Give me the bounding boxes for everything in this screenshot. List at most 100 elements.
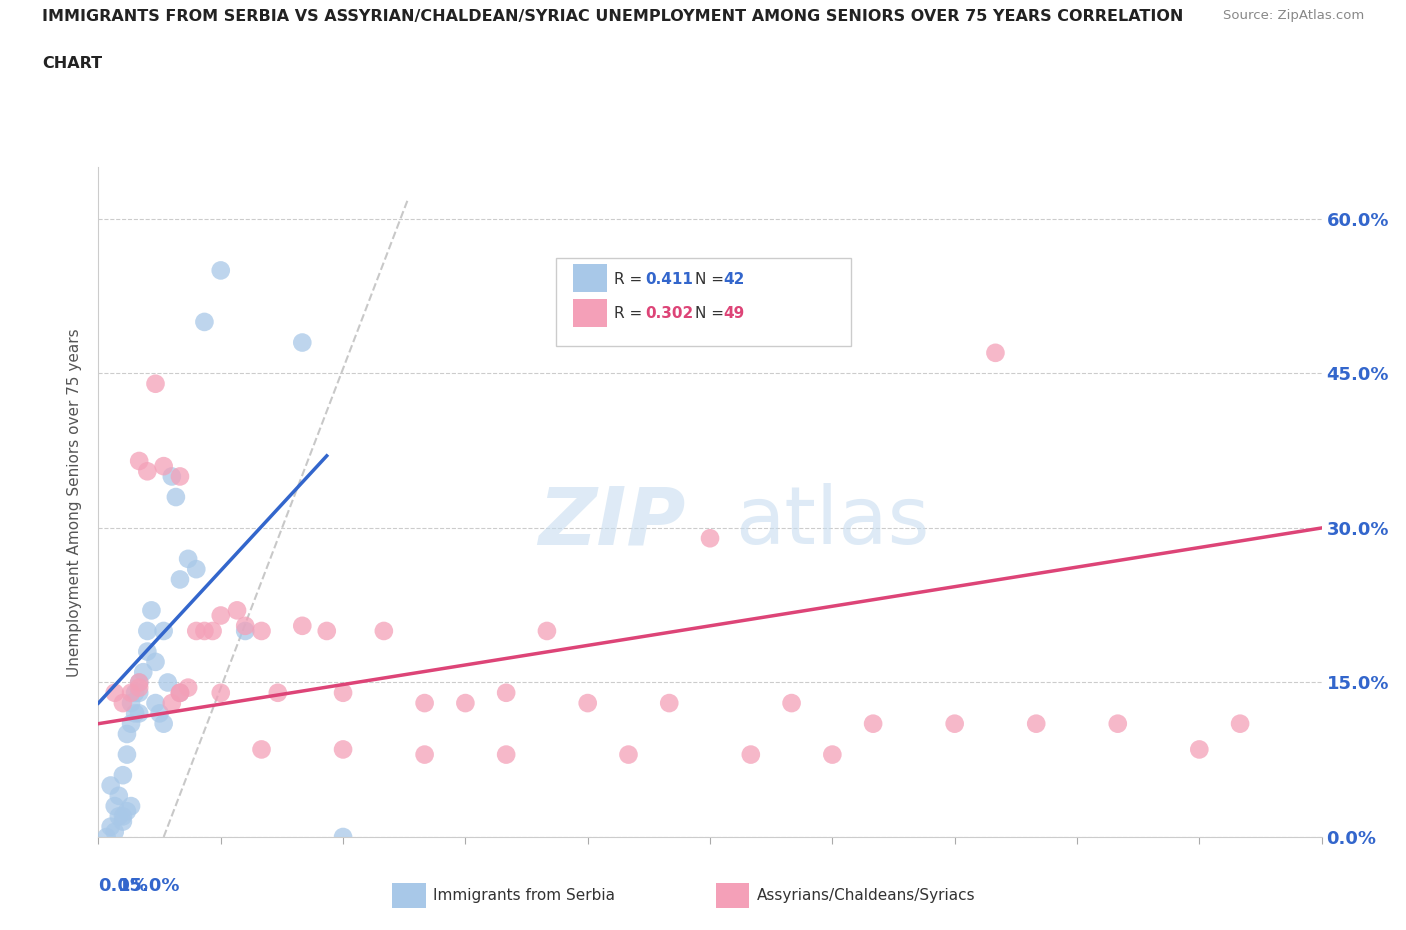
Point xyxy=(233,618,256,633)
Text: 15.0%: 15.0% xyxy=(118,877,180,896)
Point xyxy=(128,675,150,690)
Point xyxy=(315,623,337,638)
Point xyxy=(128,675,150,690)
Point xyxy=(373,623,395,638)
Point xyxy=(128,454,150,469)
Point xyxy=(128,685,150,700)
Point xyxy=(291,618,314,633)
Point xyxy=(96,830,118,844)
Point xyxy=(156,675,179,690)
Point xyxy=(120,799,142,814)
Point xyxy=(413,747,436,762)
Point xyxy=(145,377,167,392)
Point xyxy=(115,726,138,741)
Point xyxy=(169,685,191,700)
Point xyxy=(152,623,174,638)
Point xyxy=(576,696,599,711)
Point xyxy=(111,768,134,783)
Point xyxy=(160,696,183,711)
Point xyxy=(104,824,127,839)
Text: 42: 42 xyxy=(724,272,745,286)
Point xyxy=(209,608,232,623)
Point xyxy=(136,644,159,659)
Point xyxy=(128,680,150,695)
Point xyxy=(454,696,477,711)
Point xyxy=(699,531,721,546)
Point xyxy=(115,747,138,762)
Point xyxy=(177,680,200,695)
Point xyxy=(332,685,354,700)
Point xyxy=(193,623,215,638)
Point xyxy=(104,685,127,700)
Point xyxy=(136,464,159,479)
Point xyxy=(413,696,436,711)
Point xyxy=(145,696,167,711)
Point xyxy=(160,469,183,484)
Text: 0.411: 0.411 xyxy=(645,272,693,286)
Point xyxy=(124,685,146,700)
Point xyxy=(1229,716,1251,731)
Point xyxy=(536,623,558,638)
Point xyxy=(177,551,200,566)
Point xyxy=(169,469,191,484)
Point xyxy=(152,458,174,473)
Point xyxy=(780,696,803,711)
Point xyxy=(136,623,159,638)
Point xyxy=(495,747,517,762)
Point xyxy=(145,655,167,670)
Point xyxy=(495,685,517,700)
Point xyxy=(943,716,966,731)
Point xyxy=(111,814,134,829)
Point xyxy=(104,799,127,814)
Text: Assyrians/Chaldeans/Syriacs: Assyrians/Chaldeans/Syriacs xyxy=(756,888,974,903)
Text: N =: N = xyxy=(696,272,730,286)
Point xyxy=(1107,716,1129,731)
Point xyxy=(617,747,640,762)
Text: Immigrants from Serbia: Immigrants from Serbia xyxy=(433,888,614,903)
Point xyxy=(193,314,215,329)
Point xyxy=(169,572,191,587)
Point xyxy=(740,747,762,762)
Text: 0.302: 0.302 xyxy=(645,306,693,321)
Point xyxy=(111,696,134,711)
Point xyxy=(128,706,150,721)
Text: R =: R = xyxy=(614,306,647,321)
Text: 49: 49 xyxy=(724,306,745,321)
Point xyxy=(658,696,681,711)
Point xyxy=(209,263,232,278)
Point xyxy=(141,603,163,618)
Point xyxy=(332,830,354,844)
Point xyxy=(332,742,354,757)
Point xyxy=(233,623,256,638)
Text: IMMIGRANTS FROM SERBIA VS ASSYRIAN/CHALDEAN/SYRIAC UNEMPLOYMENT AMONG SENIORS OV: IMMIGRANTS FROM SERBIA VS ASSYRIAN/CHALD… xyxy=(42,9,1184,24)
Text: R =: R = xyxy=(614,272,647,286)
Y-axis label: Unemployment Among Seniors over 75 years: Unemployment Among Seniors over 75 years xyxy=(67,328,83,676)
Point xyxy=(120,696,142,711)
Point xyxy=(120,716,142,731)
Point xyxy=(291,335,314,350)
Point xyxy=(165,489,187,504)
Point xyxy=(186,562,208,577)
Point xyxy=(120,685,142,700)
Point xyxy=(115,804,138,818)
Point xyxy=(149,706,172,721)
Point xyxy=(267,685,290,700)
Point xyxy=(111,809,134,824)
Text: ZIP: ZIP xyxy=(538,484,686,562)
Text: 0.0%: 0.0% xyxy=(98,877,149,896)
Point xyxy=(209,685,232,700)
Point xyxy=(1025,716,1047,731)
Point xyxy=(226,603,249,618)
Point xyxy=(186,623,208,638)
Point xyxy=(152,716,174,731)
Point xyxy=(132,665,155,680)
Point xyxy=(1188,742,1211,757)
Point xyxy=(201,623,224,638)
Point xyxy=(169,685,191,700)
Point xyxy=(108,789,131,804)
Point xyxy=(250,623,273,638)
Point xyxy=(124,706,146,721)
Point xyxy=(108,809,131,824)
Text: CHART: CHART xyxy=(42,56,103,71)
Point xyxy=(250,742,273,757)
